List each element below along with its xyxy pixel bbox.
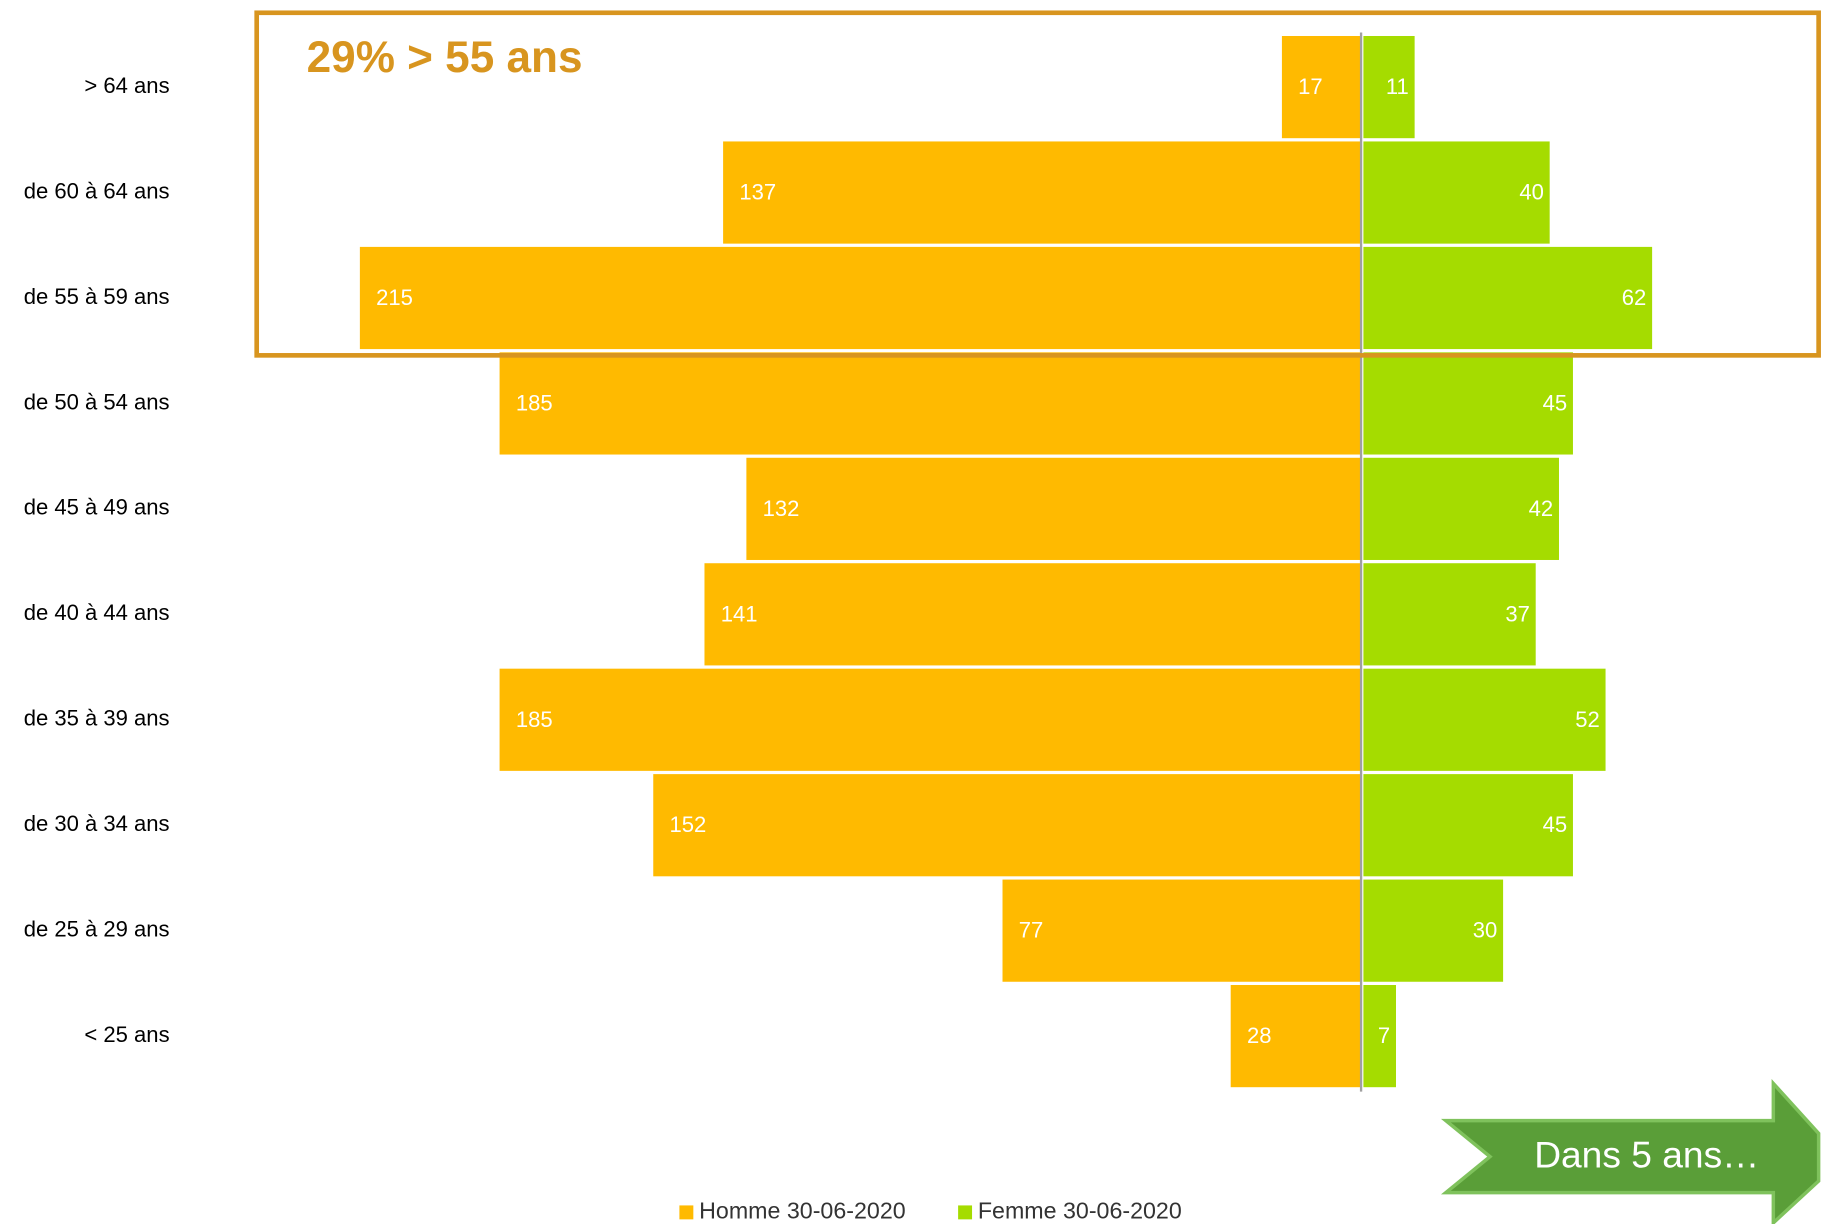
category-label: de 55 à 59 ans — [24, 284, 170, 309]
bar — [1363, 668, 1606, 771]
bars: > 64 ans 17 11 de 60 à 64 ans 137 40 de 55 à 5… — [24, 36, 1653, 1088]
bar — [704, 563, 1362, 666]
legend-label: Femme 30-06-2020 — [978, 1198, 1182, 1224]
value-label: 28 — [1247, 1023, 1272, 1048]
bar — [746, 457, 1362, 560]
category-label: de 30 à 34 ans — [24, 811, 170, 836]
value-label: 52 — [1575, 707, 1600, 732]
category-label: de 35 à 39 ans — [24, 706, 170, 731]
value-label: 185 — [516, 390, 553, 415]
bar — [723, 141, 1362, 244]
value-label: 45 — [1543, 812, 1568, 837]
category-label: de 40 à 44 ans — [24, 600, 170, 625]
value-label: 40 — [1519, 180, 1544, 205]
bar — [1363, 563, 1536, 666]
value-label: 11 — [1386, 74, 1409, 99]
next-button[interactable]: Dans 5 ans… — [1440, 1078, 1821, 1224]
arrow-shape[interactable] — [1440, 1078, 1821, 1224]
category-label: > 64 ans — [84, 73, 169, 98]
category-label: de 50 à 54 ans — [24, 389, 170, 414]
value-label: 137 — [739, 180, 776, 205]
bar — [1281, 36, 1362, 139]
value-label: 17 — [1298, 74, 1323, 99]
bar — [1363, 36, 1415, 139]
bar — [1363, 246, 1653, 350]
value-label: 45 — [1543, 390, 1568, 415]
bar — [653, 774, 1362, 877]
legend-swatch — [958, 1205, 973, 1220]
bar — [499, 352, 1362, 455]
value-label: 42 — [1529, 496, 1554, 521]
value-label: 30 — [1473, 918, 1498, 943]
value-label: 62 — [1622, 285, 1647, 310]
category-label: < 25 ans — [84, 1022, 169, 1047]
value-label: 141 — [721, 601, 758, 626]
value-label: 215 — [376, 285, 413, 310]
bar — [1363, 774, 1573, 877]
value-label: 152 — [670, 812, 707, 837]
value-label: 7 — [1378, 1023, 1390, 1048]
bar — [1363, 985, 1397, 1088]
bar — [1363, 141, 1550, 244]
category-label: de 60 à 64 ans — [24, 178, 170, 203]
bar — [499, 668, 1362, 771]
bar — [1002, 879, 1362, 982]
category-label: de 45 à 49 ans — [24, 495, 170, 520]
button-label[interactable]: Dans 5 ans… — [1534, 1134, 1759, 1176]
category-label: de 25 à 29 ans — [24, 916, 170, 941]
bar — [1363, 352, 1573, 455]
value-label: 132 — [763, 496, 800, 521]
bar — [1363, 879, 1504, 982]
highlight-box — [254, 10, 1821, 358]
annotation: 29% > 55 ans — [307, 33, 583, 82]
bar — [1230, 985, 1362, 1088]
value-label: 77 — [1019, 918, 1044, 943]
bar — [359, 246, 1362, 350]
legend-swatch — [679, 1205, 694, 1220]
bar — [1363, 457, 1559, 560]
value-label: 37 — [1505, 601, 1530, 626]
legend-label: Homme 30-06-2020 — [699, 1198, 906, 1224]
value-label: 185 — [516, 707, 553, 732]
